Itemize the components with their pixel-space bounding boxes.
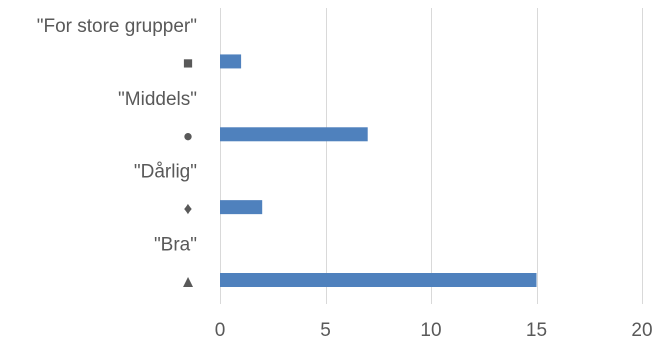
bar xyxy=(220,200,263,215)
category-label: ■ xyxy=(183,53,193,72)
bar xyxy=(220,273,537,287)
bar xyxy=(220,127,368,142)
category-label: ▲ xyxy=(180,272,197,291)
category-label: "Middels" xyxy=(118,89,197,110)
category-labels: "For store grupper" ■ "Middels" ● "Dårlig" ♦ "… xyxy=(37,16,197,291)
x-tick-labels: 0 5 10 15 20 xyxy=(215,320,653,338)
x-tick-label: 15 xyxy=(526,320,547,338)
category-label: "For store grupper" xyxy=(37,16,197,37)
category-label: "Bra" xyxy=(154,235,197,256)
x-tick-label: 20 xyxy=(631,320,652,338)
category-label: ● xyxy=(183,126,193,145)
bars xyxy=(220,54,537,287)
gridlines xyxy=(220,8,643,304)
category-label: ♦ xyxy=(184,199,193,218)
bar xyxy=(220,54,242,69)
category-label: "Dårlig" xyxy=(134,162,197,183)
x-tick-label: 0 xyxy=(215,320,226,338)
x-tick-label: 10 xyxy=(420,320,441,338)
x-tick-label: 5 xyxy=(320,320,331,338)
